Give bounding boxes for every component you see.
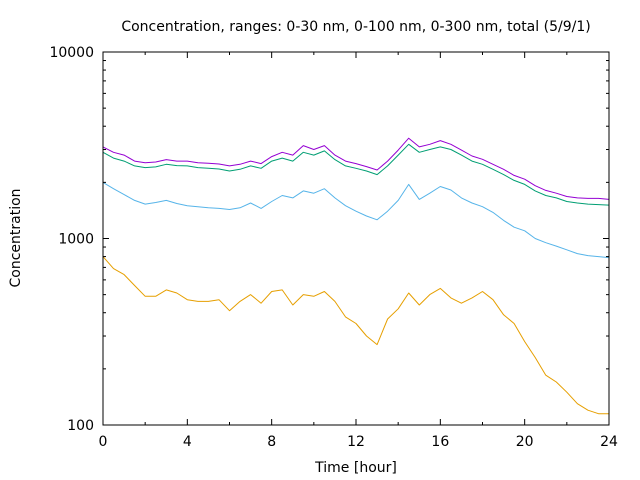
x-tick-label: 8 bbox=[267, 434, 276, 450]
x-tick-label: 12 bbox=[347, 434, 365, 450]
y-axis-label: Concentration bbox=[8, 188, 24, 287]
x-tick-label: 16 bbox=[431, 434, 449, 450]
x-tick-label: 20 bbox=[516, 434, 534, 450]
plot-frame bbox=[102, 51, 610, 426]
series-line-3 bbox=[102, 143, 610, 206]
chart-title: Concentration, ranges: 0-30 nm, 0-100 nm… bbox=[121, 19, 590, 35]
x-tick-label: 0 bbox=[99, 434, 108, 450]
x-axis-label: Time [hour] bbox=[314, 460, 397, 476]
axis-ticks bbox=[102, 51, 610, 426]
plot-lines bbox=[102, 137, 610, 415]
series-line-1 bbox=[102, 256, 609, 415]
y-tick-label: 10000 bbox=[49, 45, 94, 61]
x-tick-label: 4 bbox=[183, 434, 192, 450]
series-line-2 bbox=[102, 181, 610, 259]
x-tick-label: 24 bbox=[600, 434, 618, 450]
axis-tick-labels: 0 4 8 12 16 20 24 100 1000 10000 bbox=[49, 45, 618, 450]
y-tick-label: 100 bbox=[67, 418, 94, 434]
series-line-4 bbox=[102, 137, 610, 200]
y-tick-label: 1000 bbox=[58, 232, 94, 248]
